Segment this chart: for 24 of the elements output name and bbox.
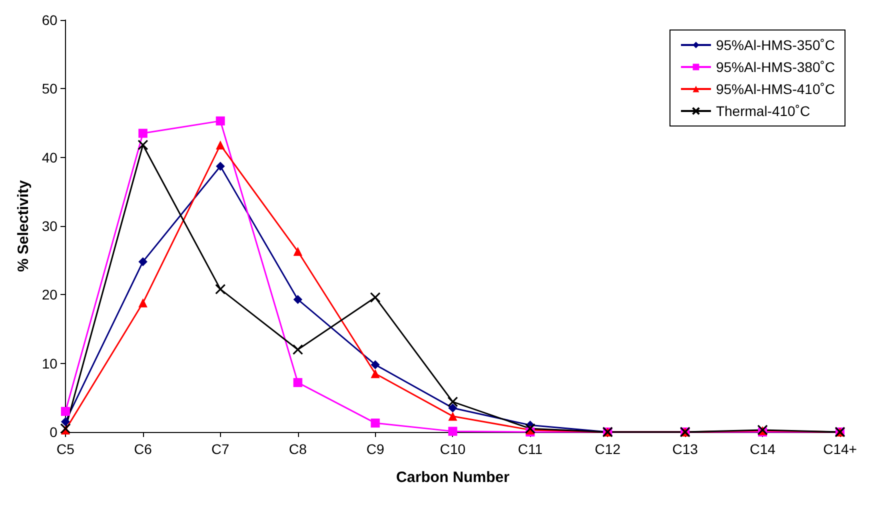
y-tick-label: 60	[42, 12, 58, 28]
x-tick-label: C6	[134, 441, 152, 457]
x-tick-label: C14+	[823, 441, 857, 457]
y-tick-label: 50	[42, 80, 58, 97]
x-tick-label: C12	[594, 441, 621, 457]
x-tick-label: C13	[672, 441, 698, 457]
legend-label: 95%Al-HMS-410˚C	[716, 81, 836, 97]
legend-label: 95%Al-HMS-350˚C	[716, 37, 836, 53]
x-tick-label: C8	[288, 441, 307, 457]
y-tick-label: 40	[42, 149, 58, 166]
x-tick-label: C5	[56, 441, 75, 457]
legend-label: Thermal-410˚C	[716, 103, 810, 119]
x-tick-label: C11	[518, 441, 543, 457]
x-tick-label: C10	[440, 441, 466, 457]
y-tick-label: 30	[42, 218, 58, 234]
x-axis-title: Carbon Number	[396, 469, 510, 486]
y-axis-title: % Selectivity	[15, 179, 32, 272]
y-tick-label: 20	[42, 286, 58, 303]
x-tick-label: C7	[211, 441, 230, 457]
x-tick-label: C14	[750, 441, 776, 457]
y-tick-label: 10	[42, 355, 58, 372]
legend-label: 95%Al-HMS-380˚C	[716, 59, 836, 75]
y-tick-label: 0	[50, 424, 58, 440]
x-tick-label: C9	[366, 441, 384, 457]
